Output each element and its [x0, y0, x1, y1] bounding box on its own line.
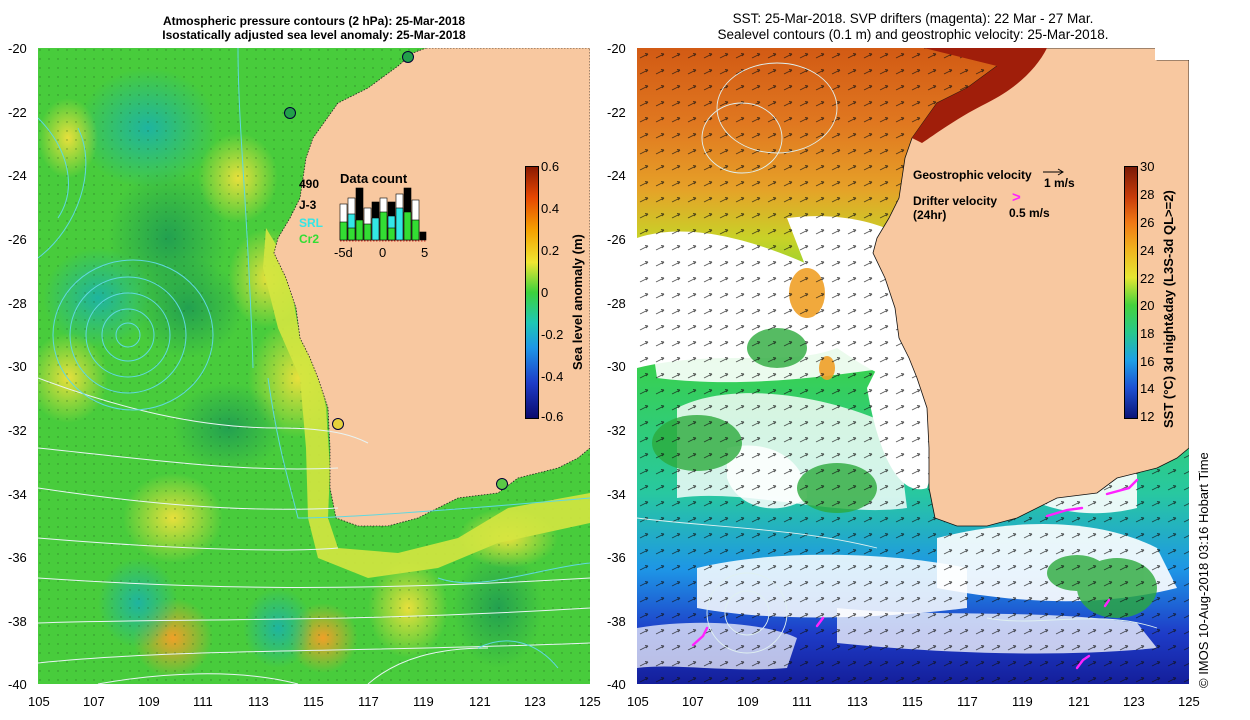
sla-tick: 0.2 — [541, 243, 560, 258]
legend-cr2: Cr2 — [299, 232, 320, 246]
sst-tick: 18 — [1140, 326, 1155, 341]
y-tick: -40 — [607, 677, 626, 692]
y-tick: -34 — [607, 487, 626, 502]
y-tick: -38 — [607, 614, 626, 629]
geostrophic-velocity-label: Geostrophic velocity — [913, 168, 1032, 182]
sst-tick: 20 — [1140, 298, 1155, 313]
y-tick: -20 — [607, 41, 626, 56]
y-tick: -32 — [8, 423, 27, 438]
x-tick: 115 — [303, 694, 324, 709]
sst-tick: 26 — [1140, 215, 1155, 230]
y-tick: -26 — [607, 232, 626, 247]
right-title-line2: Sealevel contours (0.1 m) and geostrophi… — [717, 27, 1109, 42]
x-tick: 107 — [682, 694, 704, 709]
sst-colorbar — [1124, 166, 1138, 419]
y-tick: -26 — [8, 232, 27, 247]
sst-map-graphic — [637, 48, 1189, 684]
left-title-line2: Isostatically adjusted sea level anomaly… — [162, 28, 466, 42]
x-tick: 117 — [957, 694, 978, 709]
data-count-bars — [339, 187, 427, 242]
drifter-scale-symbol: > — [1012, 189, 1021, 206]
y-tick: -22 — [607, 105, 626, 120]
x-tick: 121 — [469, 694, 491, 709]
x-tick: 111 — [792, 694, 812, 709]
data-count-tick-minus5: -5d — [334, 245, 353, 260]
x-tick: 117 — [358, 694, 379, 709]
drifter-scale-label: 0.5 m/s — [1009, 206, 1050, 220]
x-tick: 113 — [248, 694, 269, 709]
drifter-velocity-sublabel: (24hr) — [913, 208, 947, 222]
legend-srl: SRL — [299, 216, 323, 230]
geostrophic-scale-arrow — [1043, 168, 1064, 176]
sst-tick: 22 — [1140, 271, 1155, 286]
y-tick: -28 — [607, 296, 626, 311]
y-tick: -36 — [607, 550, 626, 565]
sea-level-anomaly-map — [38, 48, 590, 684]
y-tick: -30 — [8, 359, 27, 374]
sst-map — [637, 48, 1189, 684]
y-tick: -32 — [607, 423, 626, 438]
y-tick: -38 — [8, 614, 27, 629]
sst-tick: 24 — [1140, 243, 1155, 258]
sla-tick: 0.4 — [541, 201, 560, 216]
y-tick: -24 — [8, 168, 27, 183]
data-count-title: Data count — [340, 171, 408, 186]
drifter-velocity-label: Drifter velocity — [913, 194, 998, 208]
sst-tick: 16 — [1140, 354, 1155, 369]
sla-colorbar-label: Sea level anomaly (m) — [570, 234, 585, 370]
x-tick: 121 — [1068, 694, 1090, 709]
y-tick: -24 — [607, 168, 626, 183]
legend-j3: J-3 — [299, 198, 317, 212]
x-tick: 125 — [579, 694, 601, 709]
sla-tick: 0.6 — [541, 159, 560, 174]
right-title-line1: SST: 25-Mar-2018. SVP drifters (magenta)… — [732, 11, 1094, 26]
sla-tick: -0.2 — [541, 327, 564, 342]
legend-490: 490 — [299, 177, 320, 191]
x-tick: 123 — [1123, 694, 1145, 709]
x-tick: 123 — [524, 694, 546, 709]
x-tick: 119 — [413, 694, 434, 709]
x-tick: 105 — [28, 694, 50, 709]
y-tick: -20 — [8, 41, 27, 56]
x-tick: 109 — [138, 694, 160, 709]
sla-colorbar — [525, 166, 539, 419]
sla-tick: 0 — [541, 285, 549, 300]
y-tick: -40 — [8, 677, 27, 692]
x-tick: 111 — [193, 694, 213, 709]
x-tick: 107 — [83, 694, 105, 709]
y-tick: -36 — [8, 550, 27, 565]
sla-tick: -0.6 — [541, 409, 564, 424]
x-tick: 119 — [1012, 694, 1033, 709]
sst-colorbar-label: SST (°C) 3d night&day (L3S-3d QL>=2) — [1161, 190, 1176, 428]
x-tick: 109 — [737, 694, 759, 709]
sst-tick: 28 — [1140, 187, 1155, 202]
sst-tick: 12 — [1140, 409, 1155, 424]
sla-tick: -0.4 — [541, 369, 564, 384]
geostrophic-scale-label: 1 m/s — [1044, 176, 1075, 190]
y-tick: -22 — [8, 105, 27, 120]
sst-tick: 30 — [1140, 159, 1155, 174]
sla-map-graphic — [38, 48, 590, 684]
y-tick: -28 — [8, 296, 27, 311]
x-tick: 115 — [902, 694, 923, 709]
data-count-tick-5: 5 — [421, 245, 429, 260]
left-title-line1: Atmospheric pressure contours (2 hPa): 2… — [162, 14, 466, 28]
x-tick: 113 — [847, 694, 868, 709]
y-tick: -30 — [607, 359, 626, 374]
y-tick: -34 — [8, 487, 27, 502]
credit-text: © IMOS 10-Aug-2018 03:16 Hobart Time — [1196, 452, 1211, 688]
sst-tick: 14 — [1140, 381, 1155, 396]
x-tick: 125 — [1178, 694, 1200, 709]
x-tick: 105 — [627, 694, 649, 709]
data-count-tick-0: 0 — [379, 245, 387, 260]
